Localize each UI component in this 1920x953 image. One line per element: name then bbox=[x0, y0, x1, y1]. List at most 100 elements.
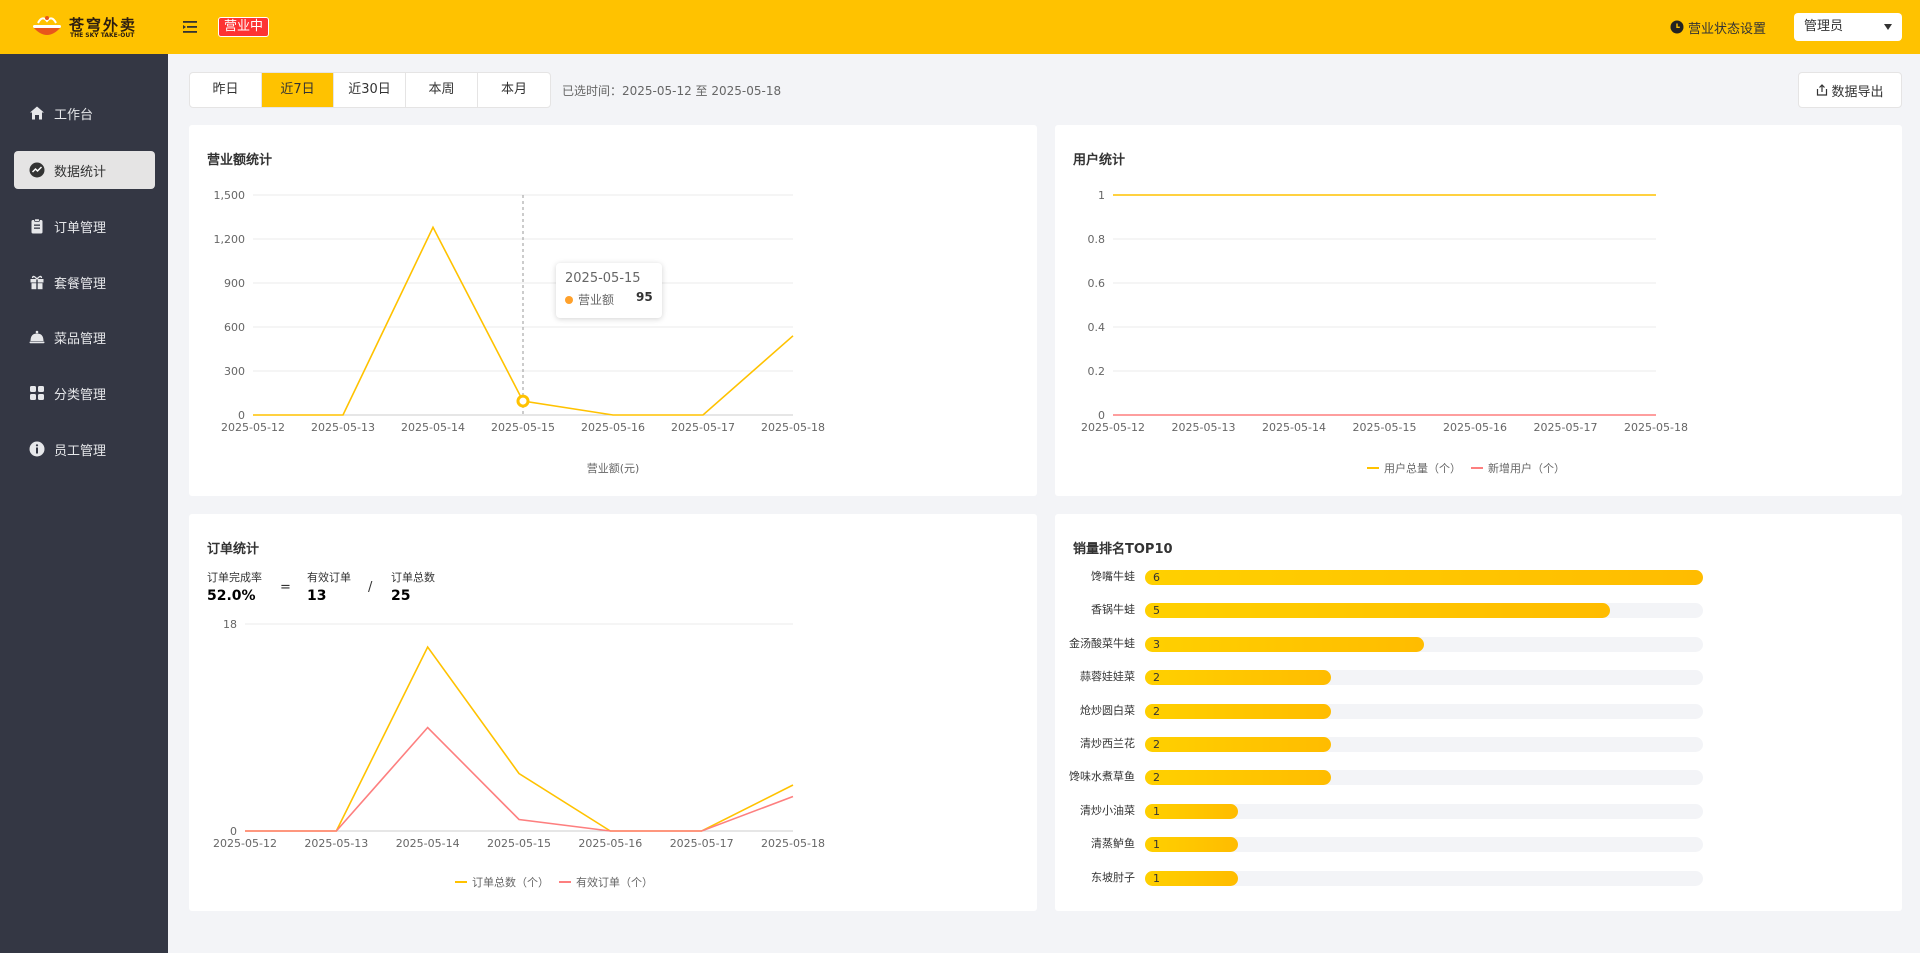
business-status-badge: 营业中 bbox=[218, 17, 270, 37]
tab-yesterday[interactable]: 昨日 bbox=[190, 73, 262, 107]
home-icon bbox=[29, 105, 45, 121]
rank-row: 馋嘴牛蛙 6 bbox=[1055, 569, 1902, 585]
rank-item-name: 馋味水煮草鱼 bbox=[1069, 770, 1135, 784]
completion-rate-value: 52.0% bbox=[207, 588, 256, 604]
rank-bar-value: 1 bbox=[1153, 871, 1160, 885]
users-chart[interactable]: 0 0.2 0.4 0.6 0.8 1 2025-05-12 2025-05-13 2025-0… bbox=[1055, 125, 1902, 496]
tab-this-month[interactable]: 本月 bbox=[500, 82, 527, 97]
rank-row: 清炒西兰花 2 bbox=[1055, 736, 1902, 752]
rank-item-name: 清炒西兰花 bbox=[1080, 737, 1135, 750]
y-tick-label: 0 bbox=[238, 409, 245, 422]
legend-label: 用户总量（个） bbox=[1384, 461, 1461, 475]
rank-item-name: 蒜蓉娃娃菜 bbox=[1080, 670, 1135, 684]
rank-row: 香锅牛蛙 5 bbox=[1055, 602, 1902, 619]
sidebar-item-orders[interactable]: 订单管理 bbox=[14, 207, 155, 245]
x-tick-label: 2025-05-15 bbox=[1353, 421, 1417, 434]
tab-last-30-days[interactable]: 近30日 bbox=[334, 73, 406, 107]
sidebar-item-statistics[interactable]: 数据统计 bbox=[14, 151, 155, 189]
logo-bowl-icon bbox=[33, 16, 61, 35]
rank-bar-track bbox=[1145, 803, 1703, 819]
export-icon bbox=[1817, 84, 1828, 96]
rank-row: 金汤酸菜牛蛙 3 bbox=[1055, 636, 1902, 652]
rank-bar-track bbox=[1145, 870, 1703, 886]
total-orders-block: 订单总数 25 bbox=[391, 569, 435, 604]
sidebar-item-workbench[interactable]: 工作台 bbox=[14, 94, 155, 132]
legend-label: 营业额(元) bbox=[587, 461, 640, 475]
rank-item-name: 金汤酸菜牛蛙 bbox=[1069, 636, 1135, 650]
y-tick-label: 0.6 bbox=[1088, 277, 1106, 290]
sidebar-item-employees[interactable]: 员工管理 bbox=[14, 430, 155, 468]
sidebar-item-setmeal[interactable]: 套餐管理 bbox=[14, 263, 155, 301]
x-tick-label: 2025-05-12 bbox=[213, 837, 277, 850]
clock-icon bbox=[1670, 20, 1684, 34]
rank-bar[interactable] bbox=[1145, 570, 1703, 585]
admin-dropdown[interactable]: 管理员 bbox=[1794, 13, 1902, 41]
rank-bar[interactable] bbox=[1145, 670, 1331, 686]
sidebar: 工作台 数据统计 订单管理 套餐管理 菜品管理 分类管理 员工管理 bbox=[0, 54, 168, 953]
rank-bar[interactable] bbox=[1145, 837, 1238, 853]
rank-bar[interactable] bbox=[1145, 870, 1238, 886]
x-tick-label: 2025-05-13 bbox=[304, 837, 368, 850]
sidebar-item-label: 工作台 bbox=[54, 107, 94, 123]
y-tick-label: 900 bbox=[224, 277, 245, 290]
valid-orders-label: 有效订单 bbox=[307, 571, 351, 584]
revenue-title: 营业额统计 bbox=[207, 153, 273, 168]
y-tick-label: 18 bbox=[223, 618, 237, 631]
legend-label: 新增用户（个） bbox=[1488, 461, 1565, 475]
admin-label: 管理员 bbox=[1804, 19, 1844, 34]
x-tick-label: 2025-05-14 bbox=[401, 421, 465, 434]
rank-bar-value: 6 bbox=[1153, 571, 1160, 584]
menu-fold-icon[interactable] bbox=[181, 17, 201, 37]
orders-chart[interactable]: 0 18 2025-05-12 2025-05-13 2025-05-14 2025-05… bbox=[189, 514, 1037, 911]
x-tick-label: 2025-05-12 bbox=[221, 421, 285, 434]
export-button[interactable]: 数据导出 bbox=[1798, 72, 1902, 108]
status-setting-button[interactable]: 营业状态设置 bbox=[1670, 17, 1766, 37]
y-tick-label: 1,200 bbox=[214, 233, 246, 246]
x-tick-label: 2025-05-15 bbox=[487, 837, 551, 850]
rank-bar[interactable] bbox=[1145, 803, 1238, 819]
rank-bar[interactable] bbox=[1145, 737, 1331, 752]
equals-sign: = bbox=[280, 580, 291, 595]
sidebar-item-label: 套餐管理 bbox=[54, 276, 107, 292]
x-tick-label: 2025-05-18 bbox=[761, 421, 825, 434]
rank-bar-value: 2 bbox=[1153, 771, 1160, 785]
rank-bar-track bbox=[1145, 837, 1703, 853]
sidebar-item-label: 分类管理 bbox=[54, 387, 107, 403]
x-tick-label: 2025-05-17 bbox=[1534, 421, 1598, 434]
completion-rate-label: 订单完成率 bbox=[207, 571, 262, 584]
sidebar-item-label: 菜品管理 bbox=[54, 331, 107, 347]
tab-this-week[interactable]: 本周 bbox=[406, 73, 478, 107]
clipboard-icon bbox=[29, 218, 45, 234]
orders-title: 订单统计 bbox=[207, 542, 260, 557]
tooltip-series-label: 营业额 bbox=[578, 293, 615, 307]
tab-last-7-days[interactable]: 近7日 bbox=[262, 73, 334, 107]
x-tick-label: 2025-05-18 bbox=[1624, 421, 1688, 434]
rank-bar[interactable] bbox=[1145, 636, 1424, 652]
export-label: 数据导出 bbox=[1831, 84, 1884, 100]
status-setting-label: 营业状态设置 bbox=[1688, 21, 1767, 37]
rank-bar-value: 2 bbox=[1153, 704, 1160, 718]
rank-bar[interactable] bbox=[1145, 603, 1610, 619]
y-tick-label: 1 bbox=[1098, 189, 1105, 202]
x-tick-label: 2025-05-12 bbox=[1081, 421, 1145, 434]
rank-bar[interactable] bbox=[1145, 770, 1331, 786]
x-tick-label: 2025-05-13 bbox=[311, 421, 375, 434]
rank-bar-value: 1 bbox=[1153, 804, 1160, 818]
total-orders-value: 25 bbox=[391, 588, 411, 604]
sidebar-item-dishes[interactable]: 菜品管理 bbox=[14, 318, 155, 356]
sidebar-item-categories[interactable]: 分类管理 bbox=[14, 374, 155, 412]
selected-date-range: 已选时间：2025-05-12 至 2025-05-18 bbox=[562, 84, 782, 98]
sidebar-item-label: 数据统计 bbox=[54, 164, 107, 180]
revenue-chart[interactable]: 0 300 600 900 1,200 1,500 2025-05-12 2025-05-13… bbox=[189, 125, 1037, 496]
x-tick-label: 2025-05-13 bbox=[1172, 421, 1236, 434]
users-card: 用户统计 0 0.2 0.4 0.6 0.8 1 2025-05-12 2025-05-13 2… bbox=[1055, 125, 1902, 496]
rank-item-name: 东坡肘子 bbox=[1091, 870, 1135, 884]
x-tick-label: 2025-05-17 bbox=[671, 421, 735, 434]
completion-rate-block: 订单完成率 52.0% bbox=[207, 569, 262, 604]
rank-row: 馋味水煮草鱼 2 bbox=[1055, 769, 1902, 786]
app-logo[interactable]: 苍穹外卖 THE SKY TAKE-OUT bbox=[30, 12, 142, 42]
x-tick-label: 2025-05-17 bbox=[670, 837, 734, 850]
rank-bar[interactable] bbox=[1145, 703, 1331, 719]
total-orders-label: 订单总数 bbox=[391, 571, 435, 584]
rank-row: 清蒸鲈鱼 1 bbox=[1055, 836, 1902, 853]
